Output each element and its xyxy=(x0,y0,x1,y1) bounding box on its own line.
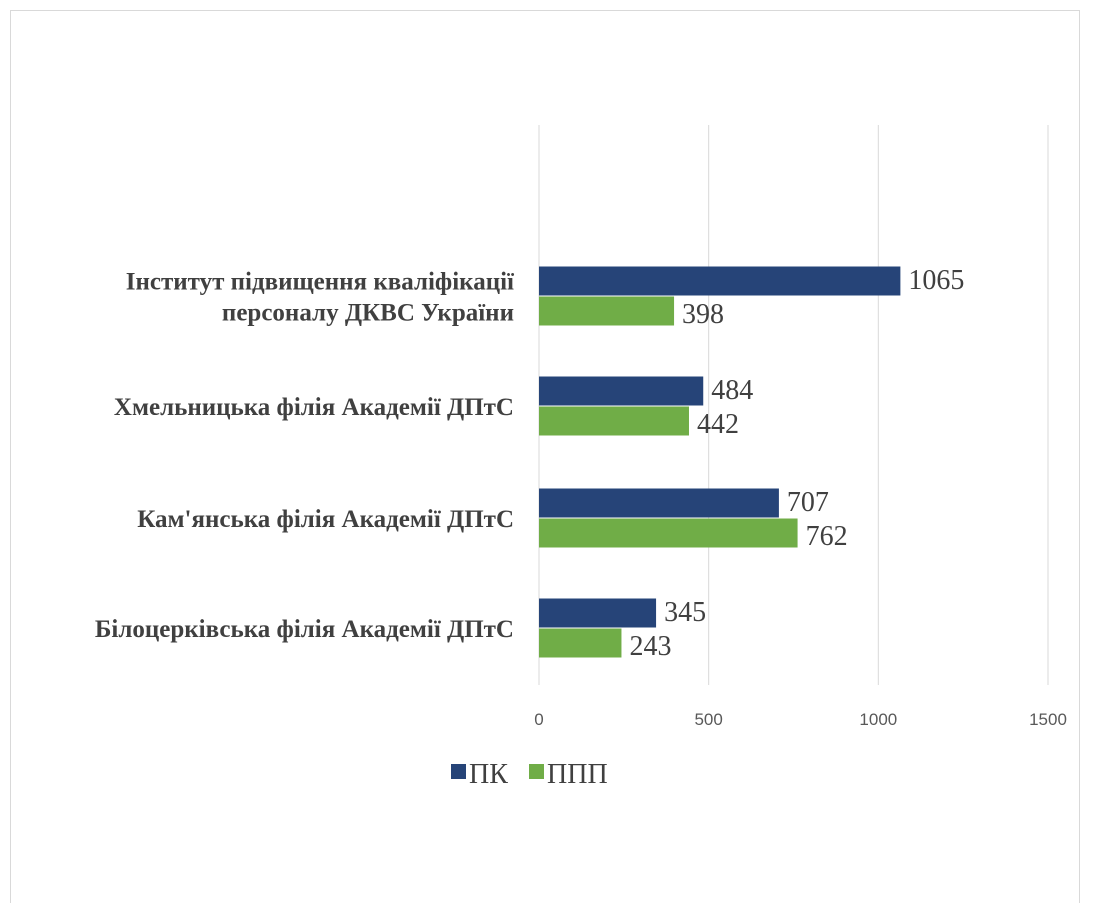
bar xyxy=(539,628,622,658)
chart-frame xyxy=(10,10,1080,903)
legend-swatch xyxy=(529,764,544,779)
category-label: персоналу ДКВС України xyxy=(222,300,514,327)
bar xyxy=(539,266,901,296)
data-label: 442 xyxy=(697,409,739,440)
category-label: Хмельницька філія Академії ДПтС xyxy=(114,394,514,421)
data-label: 243 xyxy=(629,631,671,662)
data-label: 345 xyxy=(664,597,706,628)
x-tick-label: 500 xyxy=(694,710,722,729)
legend-label: ППП xyxy=(547,759,608,790)
bar xyxy=(539,406,689,436)
data-label: 762 xyxy=(806,521,848,552)
data-label: 398 xyxy=(682,299,724,330)
data-label: 707 xyxy=(787,487,829,518)
bar xyxy=(539,488,779,518)
data-label: 484 xyxy=(711,375,753,406)
category-label: Кам'янська філія Академії ДПтС xyxy=(137,506,514,533)
x-tick-label: 1500 xyxy=(1029,710,1067,729)
x-tick-label: 0 xyxy=(534,710,543,729)
category-label: Білоцерківська філія Академії ДПтС xyxy=(95,616,514,643)
legend-swatch xyxy=(451,764,466,779)
bar xyxy=(539,296,675,326)
x-tick-label: 1000 xyxy=(859,710,897,729)
bar xyxy=(539,518,798,548)
legend-label: ПК xyxy=(469,759,508,790)
bar xyxy=(539,598,657,628)
data-label: 1065 xyxy=(908,265,964,296)
bar xyxy=(539,376,704,406)
category-label: Інститут підвищення кваліфікації xyxy=(126,269,515,296)
